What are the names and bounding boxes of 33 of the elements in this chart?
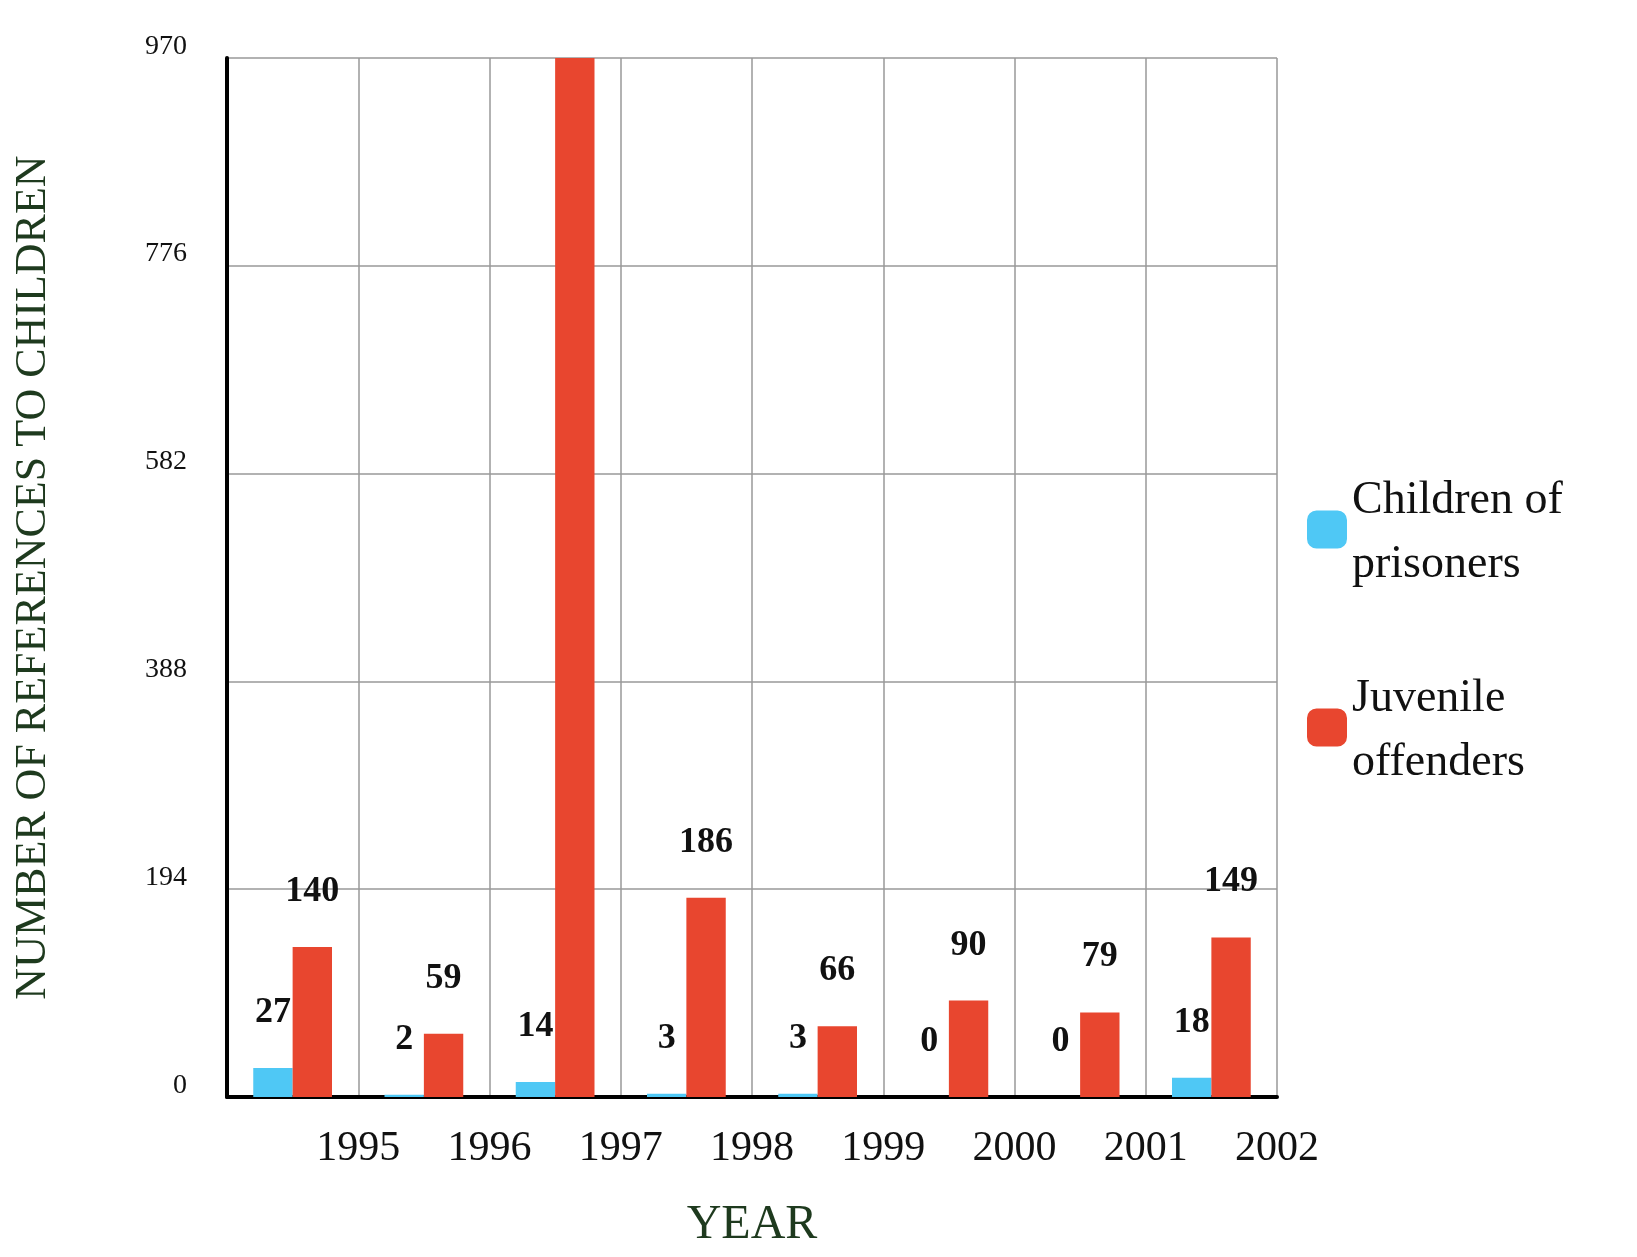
y-axis-title: NUMBER OF REFERENCES TO CHILDREN [5,155,55,1000]
data-label: 3 [657,1015,676,1056]
y-tick-label: 970 [145,28,187,60]
x-tick-label: 2002 [1235,1123,1319,1169]
data-label: 140 [285,869,340,910]
y-tick-label: 776 [145,236,187,268]
data-label: 79 [1081,934,1118,975]
x-axis-title: YEAR [686,1194,818,1248]
x-tick-label: 1995 [316,1123,401,1169]
y-tick-label: 582 [145,444,187,476]
y-tick-label: 388 [145,651,187,683]
x-tick-label: 1999 [841,1123,926,1169]
data-label: 59 [425,955,462,996]
y-tick-label: 0 [173,1067,187,1099]
x-tick-label: 1998 [710,1123,794,1169]
data-label: 90 [950,922,987,963]
data-label: 66 [819,948,856,989]
y-tick-label: 194 [145,859,187,891]
data-label: 149 [1204,859,1259,900]
x-tick-label: 2000 [972,1123,1057,1169]
data-label: 3 [788,1015,807,1056]
x-tick-label: 1996 [447,1123,532,1169]
x-tick-label: 2001 [1103,1123,1188,1169]
x-tick-label: 1997 [578,1123,663,1169]
data-label: 0 [1051,1019,1070,1059]
legend-label: Juvenile offenders [1352,670,1525,785]
data-label: 2 [395,1016,414,1057]
data-label: 27 [254,990,291,1031]
data-label: 14 [517,1004,554,1044]
legend-label: Children of prisoners [1352,472,1575,587]
data-label: 0 [920,1019,939,1059]
data-label: 18 [1173,999,1210,1040]
data-label: 186 [679,819,734,860]
